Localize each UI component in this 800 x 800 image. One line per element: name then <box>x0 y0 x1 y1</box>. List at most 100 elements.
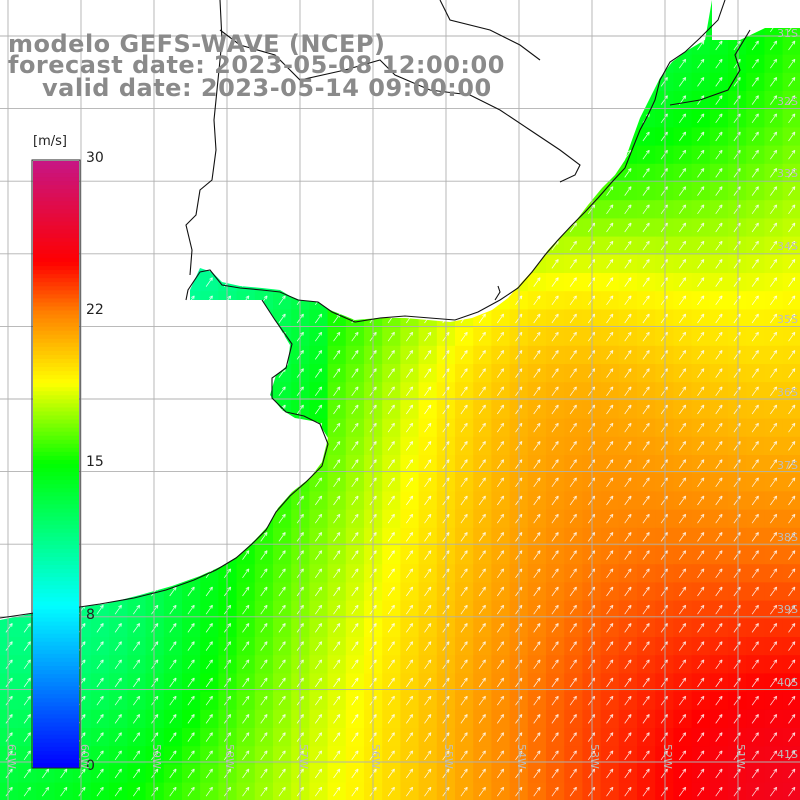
colorbar-swatch <box>33 354 79 360</box>
wind-arrow <box>242 604 250 615</box>
wind-arrow <box>205 623 213 633</box>
wind-arrow <box>769 113 778 124</box>
wind-arrow <box>205 714 213 724</box>
wind-arrow <box>169 732 177 742</box>
wind-arrow <box>387 331 395 342</box>
wind-arrow <box>769 586 778 597</box>
wind-arrow <box>260 750 268 761</box>
wind-arrow <box>751 168 759 178</box>
lat-label: 40S <box>777 676 798 689</box>
colorbar-swatch <box>33 286 79 291</box>
wind-arrow <box>278 677 286 688</box>
wind-arrow <box>751 513 759 524</box>
wind-arrow <box>460 550 468 560</box>
wind-arrow <box>551 714 559 724</box>
wind-arrow <box>205 786 213 797</box>
wind-arrow <box>387 532 395 542</box>
wind-arrow <box>569 259 577 269</box>
wind-arrow <box>715 404 723 415</box>
wind-arrow <box>405 641 414 651</box>
wind-arrow <box>715 550 723 560</box>
wind-arrow <box>715 40 723 51</box>
wind-arrow <box>405 495 414 506</box>
wind-arrow <box>678 677 687 688</box>
wind-arrow <box>715 714 723 724</box>
wind-arrow <box>697 750 705 761</box>
colorbar-swatch <box>33 201 79 207</box>
colorbar-swatch <box>33 371 79 376</box>
wind-arrow <box>460 786 468 797</box>
wind-arrow <box>678 659 687 670</box>
wind-arrow <box>169 768 177 779</box>
wind-arrow <box>569 586 577 597</box>
wind-arrow <box>314 313 323 324</box>
wind-arrow <box>624 404 632 415</box>
colorbar-swatch <box>33 253 79 259</box>
wind-arrow <box>769 295 778 306</box>
colorbar-swatch <box>33 278 79 283</box>
wind-arrow <box>697 40 705 51</box>
wind-arrow <box>715 368 723 378</box>
wind-arrow <box>533 386 541 397</box>
wind-arrow <box>697 586 705 597</box>
wind-arrow <box>405 550 414 560</box>
wind-arrow <box>769 350 778 360</box>
wind-arrow <box>533 641 541 651</box>
wind-arrow <box>769 368 778 378</box>
wind-arrow <box>769 477 778 488</box>
wind-arrow <box>333 604 341 615</box>
wind-arrow <box>606 495 614 506</box>
wind-arrow <box>642 714 650 724</box>
wind-arrow <box>351 331 359 342</box>
wind-arrow <box>551 768 559 779</box>
wind-arrow <box>788 204 796 215</box>
wind-arrow <box>715 768 723 779</box>
colorbar-swatch <box>33 282 79 287</box>
wind-arrow <box>496 532 505 542</box>
wind-arrow <box>715 168 723 178</box>
wind-arrow <box>424 604 432 615</box>
wind-arrow <box>606 222 614 233</box>
wind-arrow <box>242 586 250 597</box>
wind-arrow <box>169 750 177 761</box>
wind-arrow <box>715 441 723 451</box>
colorbar-tick-label: 30 <box>86 150 104 166</box>
wind-arrow <box>496 659 505 670</box>
wind-arrow <box>788 259 796 269</box>
wind-arrow <box>551 550 559 560</box>
wind-arrow <box>223 659 232 670</box>
wind-arrow <box>551 677 559 688</box>
colorbar-swatch <box>33 181 79 186</box>
wind-arrow <box>314 331 323 342</box>
wind-arrow <box>460 714 468 724</box>
wind-arrow <box>23 623 31 633</box>
wind-arrow <box>460 386 468 397</box>
wind-arrow <box>606 786 614 797</box>
wind-arrow <box>642 313 650 324</box>
wind-arrow <box>533 550 541 560</box>
wind-arrow <box>642 259 650 269</box>
wind-arrow <box>460 477 468 488</box>
wind-arrow <box>551 641 559 651</box>
wind-arrow <box>96 768 104 779</box>
wind-arrow <box>569 750 577 761</box>
wind-arrow <box>678 568 687 579</box>
colorbar-swatch <box>33 350 79 356</box>
wind-arrow <box>405 695 414 706</box>
wind-arrow <box>642 604 650 615</box>
wind-arrow <box>678 386 687 397</box>
wind-arrow <box>788 459 796 469</box>
wind-arrow <box>387 386 395 397</box>
wind-arrow <box>751 277 759 287</box>
wind-arrow <box>405 768 414 779</box>
wind-arrow <box>151 604 159 615</box>
wind-arrow <box>223 750 232 761</box>
wind-arrow <box>678 240 687 251</box>
wind-arrow <box>715 313 723 324</box>
wind-arrow <box>260 604 268 615</box>
wind-arrow <box>351 604 359 615</box>
wind-arrow <box>769 604 778 615</box>
wind-arrow <box>496 641 505 651</box>
